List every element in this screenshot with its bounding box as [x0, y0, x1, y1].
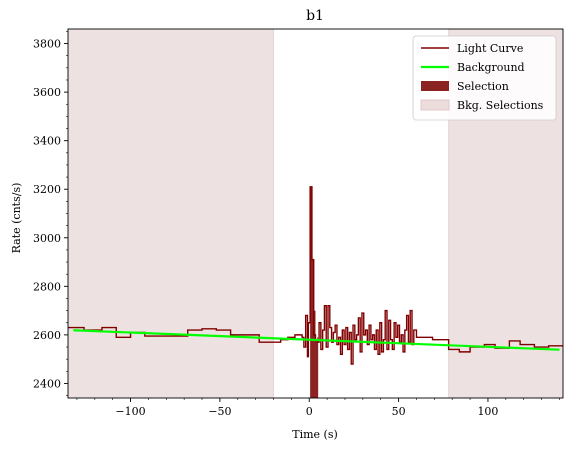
- x-axis-label: Time (s): [292, 428, 338, 441]
- legend-box: [412, 35, 557, 121]
- x-tick-label: −100: [115, 405, 145, 418]
- legend: Light Curve Background Selection Bkg. Selec…: [412, 35, 557, 121]
- light-curve-line: [68, 186, 563, 365]
- legend-label: Light Curve: [457, 42, 523, 55]
- y-tick-label: 2400: [33, 377, 61, 390]
- legend-label: Bkg. Selections: [457, 99, 544, 112]
- y-tick-label: 2600: [33, 329, 61, 342]
- x-tick-label: 50: [392, 405, 406, 418]
- chart-title: b1: [306, 8, 324, 24]
- x-tick-label: 0: [306, 405, 313, 418]
- y-tick-label: 3600: [33, 86, 61, 99]
- y-axis-label: Rate (cnts/s): [10, 183, 23, 254]
- legend-swatch: [420, 99, 450, 111]
- y-tick-label: 3400: [33, 135, 61, 148]
- background-line: [73, 329, 560, 351]
- y-tick-label: 3200: [33, 183, 61, 196]
- y-tick-label: 2800: [33, 280, 61, 293]
- y-tick-label: 3000: [33, 232, 61, 245]
- x-tick-label: −50: [208, 405, 231, 418]
- legend-swatch: [421, 81, 449, 91]
- legend-label: Selection: [457, 80, 509, 93]
- x-tick-label: 100: [477, 405, 498, 418]
- axes: −100 −50 0 50 100 2400 2600 2800 3000 3200 3400 360…: [33, 28, 564, 418]
- legend-label: Background: [457, 61, 525, 74]
- y-tick-label: 3800: [33, 38, 61, 51]
- bkg-selection-region: [68, 29, 274, 398]
